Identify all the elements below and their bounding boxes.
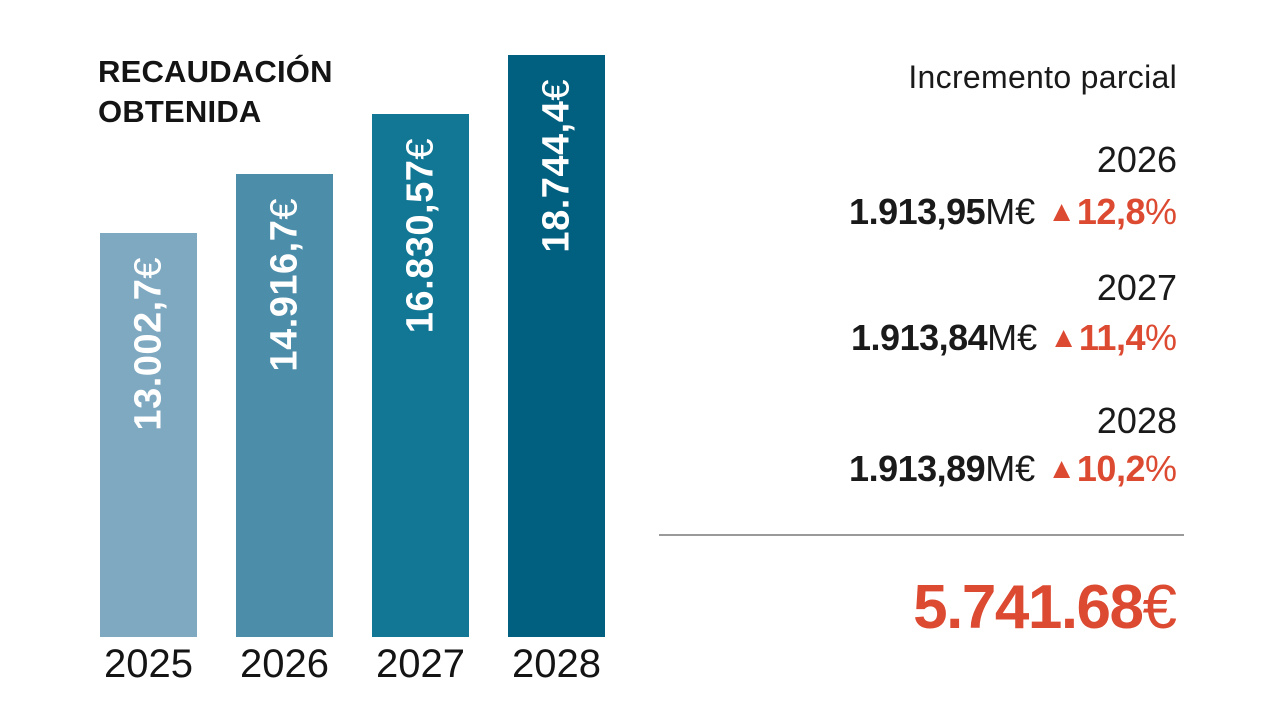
increment-value-2026: 1.913,95M€ ▲12,8% bbox=[849, 190, 1177, 234]
increment-percent-group: ▲12,8% bbox=[1047, 191, 1177, 232]
increment-unit: M€ bbox=[985, 448, 1036, 489]
increment-year-2028: 2028 bbox=[1096, 400, 1177, 441]
increment-percent: 11,4 bbox=[1078, 317, 1146, 358]
panel-header: Incremento parcial bbox=[908, 59, 1177, 95]
euro-suffix: € bbox=[127, 257, 169, 279]
x-axis-label-2025: 2025 bbox=[104, 642, 193, 686]
bar-2027: 16.830,57€ bbox=[372, 114, 469, 637]
increment-percent-group: ▲10,2% bbox=[1047, 448, 1177, 489]
bar-2028: 18.744,4€ bbox=[508, 55, 605, 637]
percent-sign: % bbox=[1144, 448, 1177, 489]
x-axis-label-2027: 2027 bbox=[376, 642, 465, 686]
increment-percent-group: ▲11,4% bbox=[1049, 317, 1177, 358]
x-axis-label-2028: 2028 bbox=[512, 642, 601, 686]
total-number: 5.741.68 bbox=[913, 573, 1144, 642]
increment-unit: M€ bbox=[985, 191, 1036, 232]
euro-suffix: € bbox=[399, 138, 441, 160]
bar-amount: 14.916,7 bbox=[263, 219, 305, 372]
percent-sign: % bbox=[1144, 317, 1177, 358]
x-axis-label-2026: 2026 bbox=[240, 642, 329, 686]
triangle-up-icon: ▲ bbox=[1047, 196, 1076, 228]
increment-panel: Incremento parcial 2026 1.913,95M€ ▲12,8%… bbox=[640, 0, 1177, 720]
increment-value-2028: 1.913,89M€ ▲10,2% bbox=[849, 447, 1177, 491]
percent-sign: % bbox=[1144, 191, 1177, 232]
increment-amount: 1.913,95 bbox=[849, 191, 986, 232]
bar-value-label: 13.002,7€ bbox=[127, 257, 170, 431]
bar-chart: 13.002,7€ 14.916,7€ 16.830,57€ 18.744,4€ bbox=[100, 0, 605, 637]
increment-unit: M€ bbox=[987, 317, 1038, 358]
x-axis: 2025 2026 2027 2028 bbox=[100, 642, 605, 687]
euro-sign: € bbox=[1142, 573, 1177, 642]
increment-percent: 10,2 bbox=[1076, 448, 1146, 489]
bar-value-label: 18.744,4€ bbox=[535, 79, 578, 253]
increment-amount: 1.913,84 bbox=[851, 317, 988, 358]
bar-value-label: 16.830,57€ bbox=[399, 138, 442, 333]
increment-amount: 1.913,89 bbox=[849, 448, 986, 489]
triangle-up-icon: ▲ bbox=[1049, 322, 1078, 354]
divider-line bbox=[659, 534, 1184, 536]
bar-amount: 16.830,57 bbox=[399, 159, 441, 334]
chart-title: RECAUDACIÓN OBTENIDA bbox=[98, 52, 333, 132]
euro-suffix: € bbox=[535, 79, 577, 101]
triangle-up-icon: ▲ bbox=[1047, 453, 1076, 485]
bar-value-label: 14.916,7€ bbox=[263, 198, 306, 372]
chart-title-line1: RECAUDACIÓN bbox=[98, 54, 333, 89]
euro-suffix: € bbox=[263, 198, 305, 220]
increment-percent: 12,8 bbox=[1076, 191, 1146, 232]
total-amount: 5.741.68€ bbox=[913, 572, 1177, 644]
chart-title-line2: OBTENIDA bbox=[98, 94, 262, 129]
bar-amount: 18.744,4 bbox=[535, 100, 577, 253]
increment-year-2027: 2027 bbox=[1096, 267, 1177, 308]
bar-amount: 13.002,7 bbox=[127, 278, 169, 431]
increment-value-2027: 1.913,84M€ ▲11,4% bbox=[851, 316, 1177, 360]
bar-2026: 14.916,7€ bbox=[236, 174, 333, 637]
bar-2025: 13.002,7€ bbox=[100, 233, 197, 637]
increment-year-2026: 2026 bbox=[1096, 139, 1177, 180]
